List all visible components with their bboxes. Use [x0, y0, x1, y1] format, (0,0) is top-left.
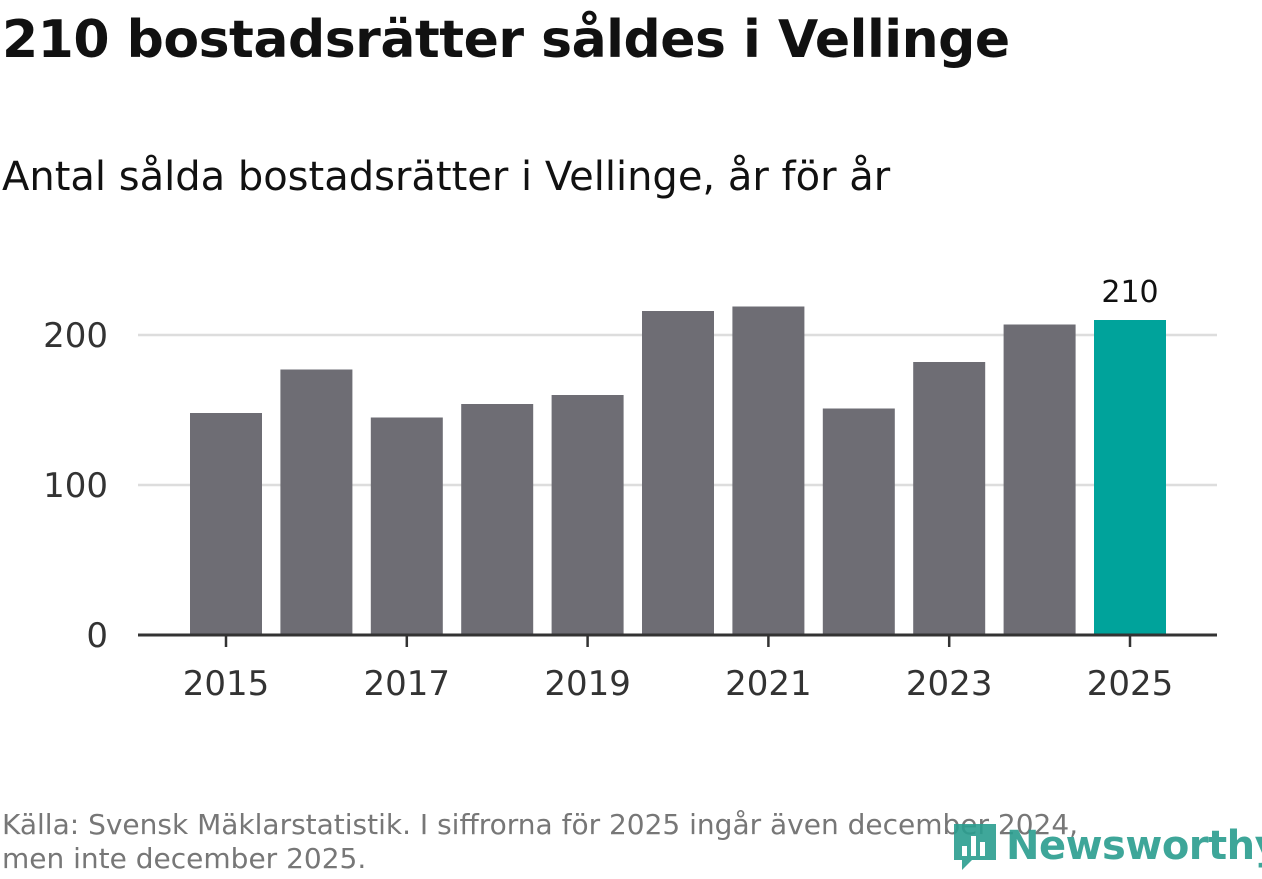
x-tick-label: 2017 [364, 664, 451, 704]
bar-2024 [1003, 324, 1076, 635]
newsworthy-logo: Newsworthy [950, 820, 1262, 872]
y-tick-label: 0 [86, 616, 108, 656]
source-line-2: men inte december 2025. [2, 842, 367, 875]
source-note: Källa: Svensk Mäklarstatistik. I siffror… [2, 808, 1202, 876]
source-line-1: Källa: Svensk Mäklarstatistik. I siffror… [2, 808, 1079, 841]
axes [138, 633, 1217, 647]
x-tick-label: 2025 [1087, 664, 1174, 704]
chart-title: 210 bostadsrätter såldes i Vellinge [2, 10, 1010, 70]
bar-2020 [642, 311, 714, 635]
newsworthy-logo-icon [954, 824, 996, 870]
x-tick-label: 2023 [906, 664, 993, 704]
x-tick-label: 2021 [725, 664, 812, 704]
bar-2019 [551, 395, 624, 635]
x-tick-label: 2015 [183, 664, 270, 704]
bar-2023 [913, 362, 986, 635]
bar-2015 [190, 413, 262, 635]
bar-2016 [280, 369, 353, 635]
x-tick-label: 2019 [544, 664, 631, 704]
bar-2021 [732, 306, 805, 635]
bar-2022 [822, 408, 895, 635]
labels: 0 100 200 210 2015 2017 2019 2021 2023 2025 [43, 275, 1173, 704]
chart-subtitle: Antal sålda bostadsrätter i Vellinge, år… [2, 154, 891, 200]
bar-2017 [370, 417, 443, 635]
y-tick-label: 200 [43, 316, 108, 356]
bar-2025 [1094, 320, 1166, 635]
bar-2018 [461, 404, 534, 635]
bars [190, 306, 1166, 635]
y-tick-label: 100 [43, 466, 108, 506]
data-label-2025: 210 [1101, 275, 1158, 310]
newsworthy-logo-text: Newsworthy [1006, 823, 1262, 869]
